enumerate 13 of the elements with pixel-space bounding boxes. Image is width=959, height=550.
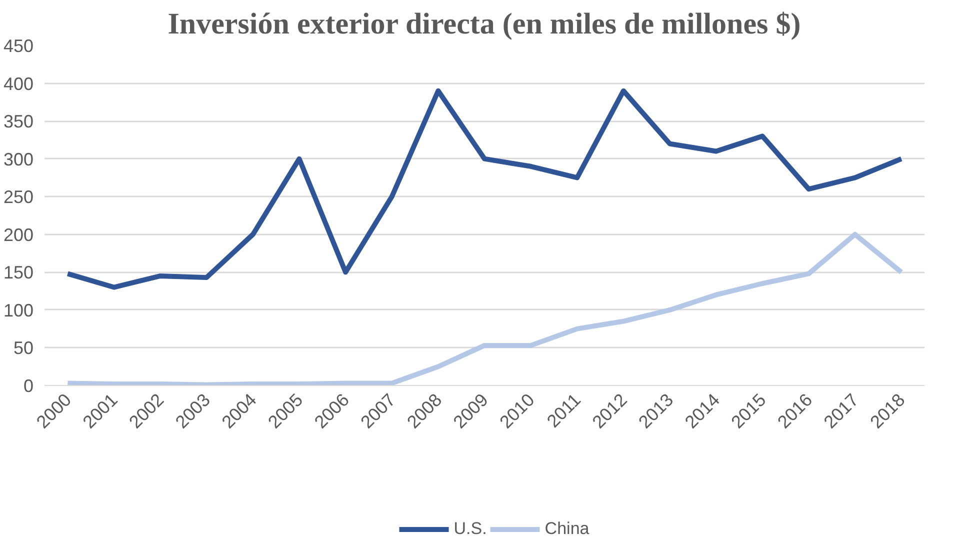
- y-tick-label: 450: [3, 36, 34, 56]
- y-tick-label: 350: [3, 112, 34, 132]
- y-tick-label: 250: [3, 187, 34, 208]
- y-tick-label: 100: [3, 300, 34, 320]
- y-tick-label: 400: [3, 74, 34, 94]
- y-tick-label: 150: [3, 262, 34, 283]
- y-tick-label: 200: [3, 224, 34, 245]
- legend-label: China: [544, 518, 590, 538]
- legend-label: U.S.: [454, 518, 487, 538]
- y-tick-label: 50: [13, 338, 34, 358]
- chart-title: Inversión exterior directa (en miles de millones $): [168, 8, 801, 40]
- y-tick-label: 0: [23, 376, 34, 396]
- y-tick-label: 300: [3, 149, 34, 170]
